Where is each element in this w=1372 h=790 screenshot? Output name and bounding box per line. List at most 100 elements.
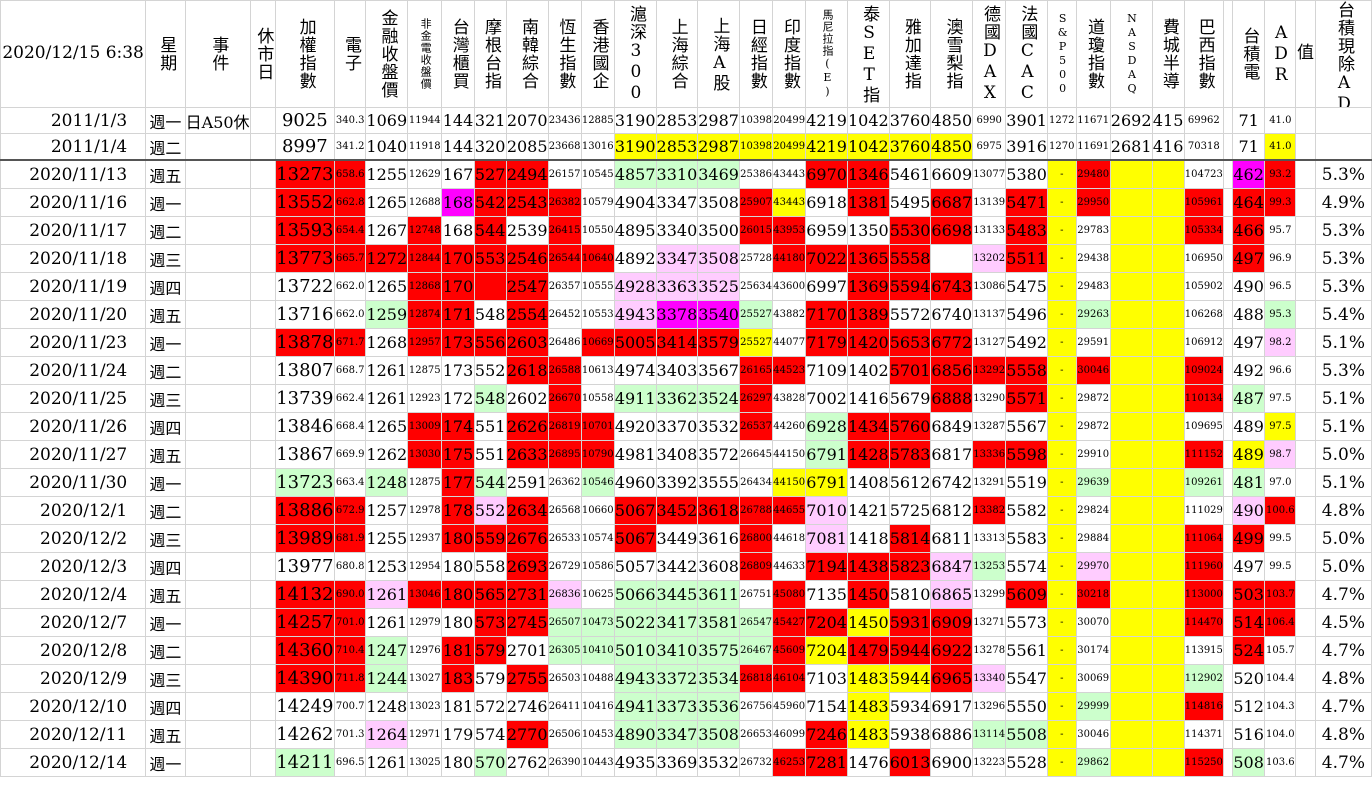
cell-hsi[interactable]: 26486 <box>547 328 582 357</box>
cell-nonfin[interactable]: 12923 <box>407 384 443 413</box>
cell-event[interactable] <box>184 300 251 329</box>
cell-nonfin[interactable]: 12844 <box>407 244 443 273</box>
cell-sp500[interactable]: - <box>1046 580 1077 609</box>
cell-tw_futures[interactable]: 180 <box>441 580 475 609</box>
cell-gap[interactable] <box>1222 107 1234 134</box>
cell-jci[interactable]: 5572 <box>888 300 932 329</box>
cell-bvsp[interactable]: 113000 <box>1183 580 1224 609</box>
cell-closed[interactable] <box>249 188 276 217</box>
header-adr[interactable]: ADR <box>1264 0 1297 108</box>
cell-csi300[interactable]: 4981 <box>613 440 657 469</box>
cell-elec[interactable]: 662.4 <box>333 384 367 413</box>
cell-set[interactable]: 1450 <box>846 580 890 609</box>
cell-csi300[interactable]: 4935 <box>613 748 657 777</box>
cell-shcomp[interactable]: 3370 <box>655 412 699 441</box>
cell-nikkei[interactable]: 25728 <box>738 244 774 273</box>
cell-sensex[interactable]: 44077 <box>772 328 807 357</box>
cell-csi300[interactable]: 5067 <box>613 496 657 525</box>
cell-sp500[interactable]: - <box>1046 159 1077 189</box>
header-weekday[interactable]: 星期 <box>145 0 186 108</box>
cell-klci[interactable]: 7170 <box>805 300 848 329</box>
cell-shcomp[interactable]: 3310 <box>655 159 699 189</box>
cell-tsmc[interactable]: 508 <box>1232 748 1266 777</box>
cell-sensex[interactable]: 43443 <box>772 188 807 217</box>
cell-val[interactable] <box>1295 552 1316 581</box>
cell-twii[interactable]: 13739 <box>274 384 336 413</box>
cell-gap[interactable] <box>1222 496 1234 525</box>
cell-sox[interactable] <box>1151 720 1185 749</box>
cell-bvsp[interactable]: 106912 <box>1183 328 1224 357</box>
cell-nikkei[interactable]: 26751 <box>738 580 774 609</box>
cell-adr[interactable]: 103.6 <box>1264 748 1297 777</box>
cell-nonfin[interactable]: 11944 <box>407 107 443 134</box>
cell-adr[interactable]: 97.5 <box>1264 384 1297 413</box>
cell-dax[interactable]: 13340 <box>972 664 1007 693</box>
cell-sha[interactable]: 3567 <box>697 356 740 385</box>
cell-adr_premium[interactable]: 4.7% <box>1314 748 1372 777</box>
cell-hsi[interactable]: 23668 <box>547 133 582 161</box>
cell-event[interactable] <box>184 356 251 385</box>
header-nikkei[interactable]: 日經指數 <box>738 0 774 108</box>
cell-bvsp[interactable]: 105961 <box>1183 188 1224 217</box>
cell-event[interactable] <box>184 608 251 637</box>
cell-tsmc[interactable]: 489 <box>1232 412 1266 441</box>
cell-csi300[interactable]: 4904 <box>613 188 657 217</box>
cell-shcomp[interactable]: 3414 <box>655 328 699 357</box>
cell-date[interactable]: 2020/12/7 <box>0 608 147 637</box>
cell-sp500[interactable]: 1272 <box>1046 107 1077 134</box>
cell-sox[interactable] <box>1151 468 1185 497</box>
cell-sox[interactable] <box>1151 496 1185 525</box>
cell-msci_tw[interactable]: 551 <box>473 440 507 469</box>
cell-klci[interactable]: 7246 <box>805 720 848 749</box>
cell-nasdaq[interactable] <box>1109 188 1153 217</box>
cell-nonfin[interactable]: 13025 <box>407 748 443 777</box>
cell-tw_futures[interactable]: 144 <box>441 107 475 134</box>
cell-asx[interactable]: 6812 <box>930 496 974 525</box>
cell-set[interactable]: 1346 <box>846 159 890 189</box>
cell-jci[interactable]: 6013 <box>888 748 932 777</box>
cell-elec[interactable]: 711.8 <box>333 664 367 693</box>
cell-cac[interactable]: 5550 <box>1005 692 1048 721</box>
cell-nasdaq[interactable] <box>1109 412 1153 441</box>
cell-cac[interactable]: 5475 <box>1005 272 1048 301</box>
cell-nasdaq[interactable] <box>1109 580 1153 609</box>
cell-kospi[interactable]: 2626 <box>505 412 549 441</box>
cell-kospi[interactable]: 2070 <box>505 107 549 134</box>
cell-gap[interactable] <box>1222 580 1234 609</box>
cell-nasdaq[interactable] <box>1109 524 1153 553</box>
cell-fin[interactable]: 1259 <box>365 300 409 329</box>
cell-jci[interactable]: 5810 <box>888 580 932 609</box>
cell-dji[interactable]: 29970 <box>1075 552 1111 581</box>
cell-csi300[interactable]: 3190 <box>613 133 657 161</box>
cell-nasdaq[interactable] <box>1109 636 1153 665</box>
cell-adr[interactable]: 104.3 <box>1264 692 1297 721</box>
cell-hsi[interactable]: 26507 <box>547 608 582 637</box>
cell-elec[interactable]: 669.9 <box>333 440 367 469</box>
cell-nikkei[interactable]: 25386 <box>738 159 774 189</box>
cell-msci_tw[interactable]: 544 <box>473 216 507 245</box>
cell-tsmc[interactable]: 497 <box>1232 244 1266 273</box>
cell-sha[interactable]: 3536 <box>697 692 740 721</box>
cell-asx[interactable]: 6965 <box>930 664 974 693</box>
cell-cac[interactable]: 3916 <box>1005 133 1048 161</box>
cell-sensex[interactable]: 43953 <box>772 216 807 245</box>
cell-elec[interactable]: 680.8 <box>333 552 367 581</box>
cell-cac[interactable]: 5528 <box>1005 748 1048 777</box>
cell-adr[interactable]: 99.3 <box>1264 188 1297 217</box>
cell-adr_premium[interactable]: 5.4% <box>1314 300 1372 329</box>
cell-hscei[interactable]: 10473 <box>580 608 615 637</box>
cell-kospi[interactable]: 2543 <box>505 188 549 217</box>
cell-event[interactable] <box>184 328 251 357</box>
cell-dax[interactable]: 6990 <box>972 107 1007 134</box>
cell-elec[interactable]: 662.8 <box>333 188 367 217</box>
cell-adr[interactable]: 98.7 <box>1264 440 1297 469</box>
cell-sp500[interactable]: - <box>1046 244 1077 273</box>
cell-tw_futures[interactable]: 180 <box>441 524 475 553</box>
cell-nasdaq[interactable] <box>1109 216 1153 245</box>
cell-event[interactable]: 日A50休 <box>184 107 251 134</box>
header-msci_tw[interactable]: 摩根台指 <box>473 0 507 108</box>
cell-dji[interactable]: 29862 <box>1075 748 1111 777</box>
cell-set[interactable]: 1381 <box>846 188 890 217</box>
cell-closed[interactable] <box>249 384 276 413</box>
cell-asx[interactable]: 6849 <box>930 412 974 441</box>
